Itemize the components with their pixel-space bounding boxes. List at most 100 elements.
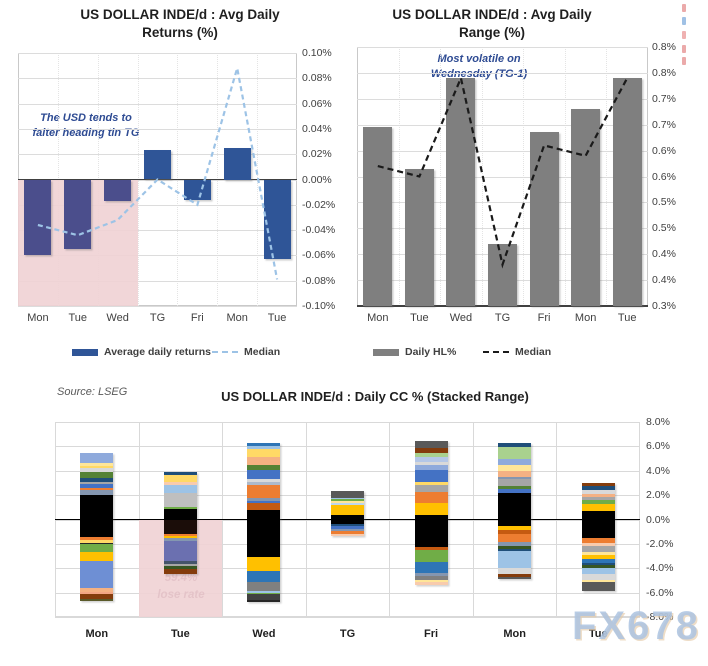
y-tick-label: 0.5% [652,196,676,209]
stack-segment [414,465,448,471]
bar-TG [488,243,517,306]
horizontal-gridline [55,568,640,570]
stack-segment [581,565,615,568]
y-tick-label: -0.08% [302,274,336,287]
y-tick-label: 0.6% [652,170,676,183]
chart-title-line1: US DOLLAR INDE/d : Avg Daily [392,7,592,22]
x-axis-label: Fri [537,312,551,324]
stack-segment [163,538,197,542]
stack-segment [498,574,532,577]
stack-segment [331,497,364,500]
stack-segment [498,542,532,547]
median-polyline [377,74,629,269]
plot-area-range [357,47,648,307]
annotation-most-volatile: Most volatile on Wednesday (TG-1) [399,52,559,82]
y-tick-label: 0.06% [302,97,332,110]
y-tick-label: -0.06% [302,249,336,262]
stack-segment [80,484,114,488]
x-axis-label: Tue [588,628,608,640]
y-tick-label: -4.0% [646,562,674,575]
y-tick-label: -0.02% [302,198,336,211]
stack-segment [581,580,615,583]
x-axis-label: Mon [574,312,597,324]
stack-segment [247,484,281,498]
stack-segment [498,478,532,486]
horizontal-gridline [357,124,648,126]
stack-segment [498,471,532,477]
stack-segment [581,490,615,494]
bar-Mon [571,109,601,306]
stack-segment [331,523,364,526]
x-axis-label: Wed [449,312,473,324]
stack-segment [247,470,281,480]
chart-avg-daily-returns: US DOLLAR INDE/d : Avg Daily Returns (%)… [0,0,354,380]
y-tick-label: -0.04% [302,224,336,237]
y-tick-label: -2.0% [646,537,674,550]
stack-segment [247,599,281,602]
stack-segment [80,487,114,491]
y-tick-label: 0.02% [302,148,332,161]
stack-segment [247,464,281,471]
y-tick-label: 0.4% [652,274,676,287]
x-axis-label: TG [149,312,166,324]
stack-segment [498,546,532,549]
stack-segment [80,490,114,496]
y-tick-label: 6.0% [646,440,670,453]
stack-segment [80,544,114,552]
horizontal-gridline [357,202,648,204]
stack-segment [414,484,448,493]
stack-segment [414,580,448,583]
source-note: Source: LSEG [57,386,128,398]
stacked-bar-Wed [247,443,281,602]
stack-segment [414,572,448,577]
bar-swatch [72,348,98,356]
stack-segment [247,443,281,447]
stack-segment [80,453,114,464]
bar-Mon [363,127,393,306]
edge-mark [682,31,686,39]
stack-segment [581,542,615,547]
bar-Tue [64,179,92,250]
stack-segment [163,568,197,574]
y-tick-label: -6.0% [646,586,674,599]
legend-label: Daily HL% [405,346,457,358]
annotation-usd-falter: The USD tends to falter heading tin TG [22,111,150,141]
stack-segment [163,506,197,510]
stack-segment [163,533,197,536]
horizontal-gridline [18,78,297,80]
stack-segment [247,510,281,557]
stack-segment [498,476,532,479]
stack-segment [498,525,532,531]
stack-segment [247,481,281,485]
stack-segment [247,556,281,572]
stack-segment [163,563,197,567]
stack-segment [80,542,114,545]
y-tick-label: 0.8% [652,41,676,53]
stack-segment [414,549,448,562]
horizontal-gridline [55,543,640,545]
stack-segment [498,493,532,526]
stacked-bar-Mon [498,442,532,580]
stack-segment [247,592,281,595]
x-axis-label: TG [494,312,511,324]
stack-segment [581,496,615,500]
horizontal-gridline [357,72,648,74]
bar-Tue [263,179,291,260]
stack-segment [163,541,197,561]
plot-area-returns [18,53,297,307]
legend-label: Average daily returns [104,346,211,358]
y-tick-label: 0.7% [652,92,676,105]
edge-mark [682,45,686,53]
annotation-line1: Most volatile on [437,53,521,65]
stack-segment [581,582,615,592]
y-tick-label: 0.8% [652,66,676,79]
horizontal-gridline [55,470,640,472]
stack-segment [247,594,281,600]
stack-segment [80,468,114,473]
stack-segment [331,501,364,504]
stack-segment [331,491,364,498]
stack-segment [331,499,364,502]
stack-segment [163,481,197,486]
y-tick-label: 0.3% [652,300,676,312]
